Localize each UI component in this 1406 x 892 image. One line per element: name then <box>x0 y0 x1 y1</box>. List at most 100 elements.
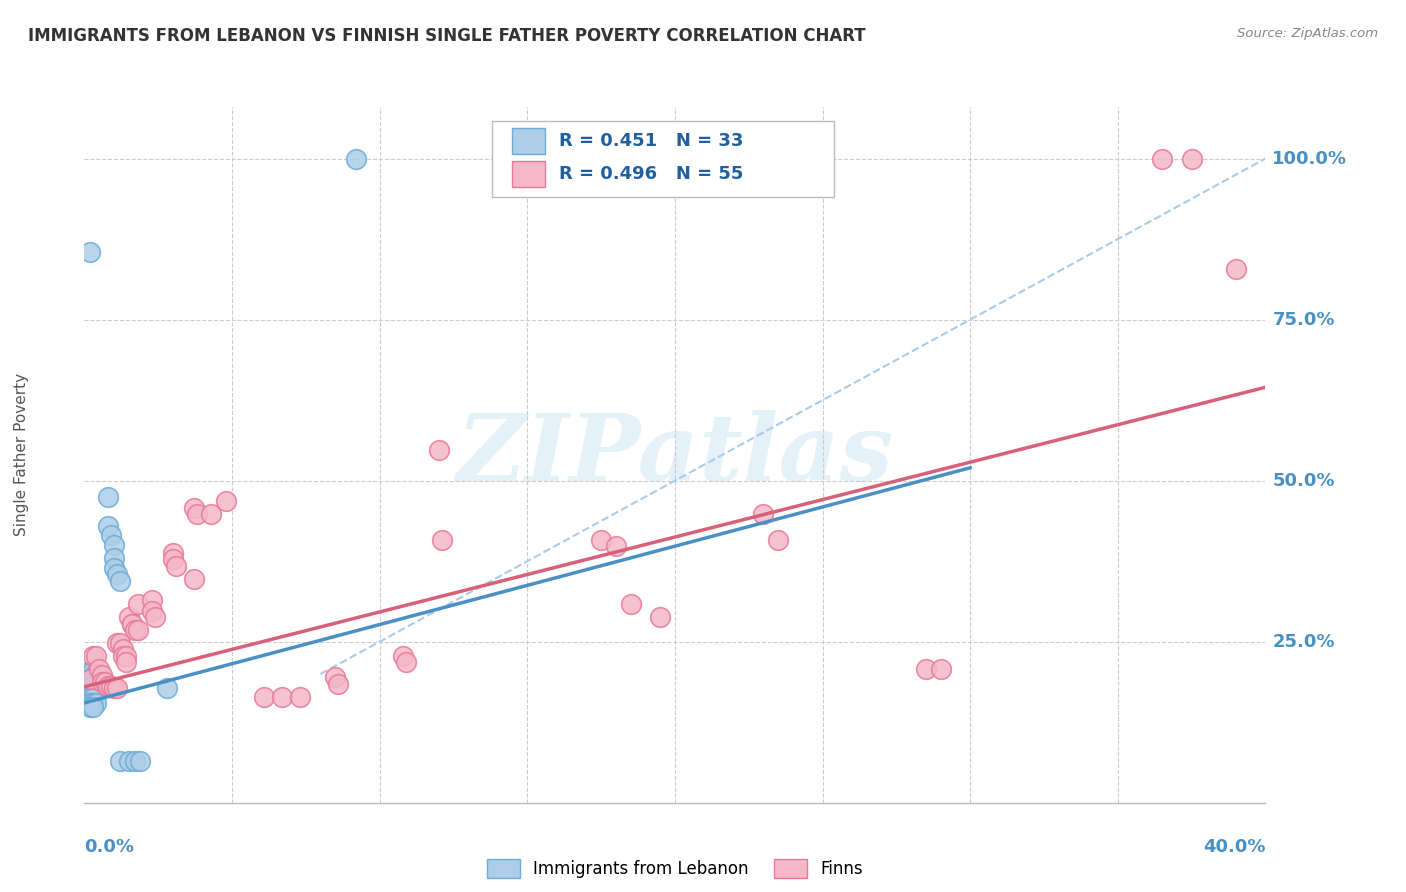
Point <box>1180 152 1202 166</box>
Point <box>108 754 131 768</box>
Point <box>121 616 143 631</box>
Point <box>1225 262 1247 277</box>
Point <box>84 648 107 663</box>
FancyBboxPatch shape <box>512 161 546 187</box>
Text: R = 0.496   N = 55: R = 0.496 N = 55 <box>560 165 744 183</box>
Point <box>79 672 101 686</box>
Point <box>768 533 790 547</box>
Point <box>82 672 104 686</box>
Point <box>79 679 101 693</box>
Point <box>82 700 104 714</box>
Text: Source: ZipAtlas.com: Source: ZipAtlas.com <box>1237 27 1378 40</box>
Point <box>87 662 111 676</box>
Text: ZIPatlas: ZIPatlas <box>457 410 893 500</box>
Text: 75.0%: 75.0% <box>1272 310 1334 328</box>
Point <box>84 665 107 680</box>
Point <box>395 656 418 670</box>
Point <box>344 152 367 166</box>
Point <box>118 754 141 768</box>
Point <box>94 674 117 689</box>
Point <box>103 551 125 566</box>
Point <box>186 507 208 521</box>
Point <box>648 610 672 624</box>
Point <box>84 685 107 699</box>
Point <box>619 598 641 612</box>
Point <box>392 648 415 663</box>
Text: 50.0%: 50.0% <box>1272 472 1334 490</box>
Point <box>105 567 128 582</box>
Text: IMMIGRANTS FROM LEBANON VS FINNISH SINGLE FATHER POVERTY CORRELATION CHART: IMMIGRANTS FROM LEBANON VS FINNISH SINGL… <box>28 27 866 45</box>
Point <box>323 670 347 684</box>
Point <box>79 664 101 678</box>
Point <box>82 696 104 710</box>
Point <box>97 679 120 693</box>
Point <box>108 574 131 588</box>
Point <box>328 676 350 690</box>
Point <box>82 691 104 706</box>
Point <box>79 691 101 706</box>
Point <box>82 648 104 663</box>
Point <box>1150 152 1173 166</box>
Point <box>100 679 122 693</box>
Point <box>105 681 128 695</box>
Point <box>200 507 222 521</box>
FancyBboxPatch shape <box>512 128 546 154</box>
Point <box>129 754 152 768</box>
Point <box>79 685 101 699</box>
Point <box>143 610 166 624</box>
Point <box>124 623 146 637</box>
Point <box>914 662 936 676</box>
Point <box>165 558 187 573</box>
Point <box>605 540 627 554</box>
Point <box>105 636 128 650</box>
Text: 0.0%: 0.0% <box>84 838 135 856</box>
Point <box>183 572 205 586</box>
Point <box>752 507 775 521</box>
Point <box>111 648 134 663</box>
Point <box>82 685 104 699</box>
Text: Single Father Poverty: Single Father Poverty <box>14 374 28 536</box>
Point <box>97 518 120 533</box>
Point <box>79 696 101 710</box>
Point <box>114 648 136 663</box>
Point <box>156 681 179 695</box>
Point <box>91 674 114 689</box>
Point <box>111 642 134 657</box>
Point <box>430 533 453 547</box>
Point <box>253 690 276 704</box>
Point <box>215 494 238 508</box>
Point <box>162 552 184 566</box>
Point <box>288 690 311 704</box>
Point <box>103 681 125 695</box>
Legend: Immigrants from Lebanon, Finns: Immigrants from Lebanon, Finns <box>479 853 870 885</box>
Point <box>79 672 101 686</box>
Point <box>141 604 163 618</box>
Text: 40.0%: 40.0% <box>1204 838 1265 856</box>
Point <box>591 533 613 547</box>
Point <box>141 592 163 607</box>
Text: R = 0.451   N = 33: R = 0.451 N = 33 <box>560 132 744 150</box>
Point <box>121 616 143 631</box>
Point <box>271 690 294 704</box>
Point <box>91 668 114 682</box>
Point <box>127 598 149 612</box>
Point <box>183 500 205 515</box>
Point <box>114 656 136 670</box>
Text: 25.0%: 25.0% <box>1272 632 1334 651</box>
Point <box>84 696 107 710</box>
Point <box>124 754 146 768</box>
Point <box>84 679 107 693</box>
Point <box>82 679 104 693</box>
Point <box>97 490 120 504</box>
Point <box>79 244 101 259</box>
FancyBboxPatch shape <box>492 121 834 197</box>
Point <box>103 560 125 574</box>
Point <box>162 546 184 560</box>
Point <box>127 623 149 637</box>
Point <box>84 672 107 686</box>
Point <box>118 610 141 624</box>
Text: 100.0%: 100.0% <box>1272 150 1347 168</box>
Point <box>100 528 122 542</box>
Point <box>103 538 125 552</box>
Point <box>108 636 131 650</box>
